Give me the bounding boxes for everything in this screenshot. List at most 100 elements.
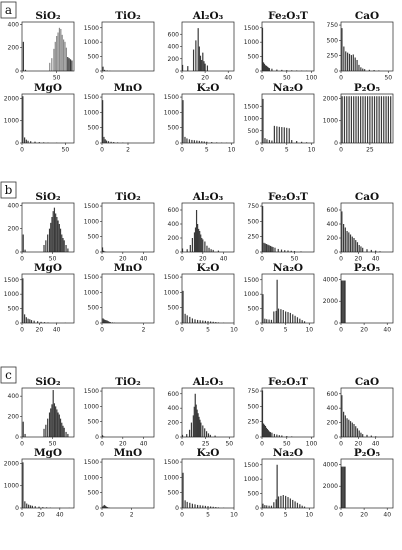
histogram-bar xyxy=(362,96,364,143)
histogram-bar xyxy=(211,142,213,143)
histogram-bar xyxy=(57,220,59,252)
y-tick-label: 0 xyxy=(95,140,99,147)
y-tick-label: 1500 xyxy=(244,25,259,32)
histogram-bar xyxy=(301,505,303,508)
histogram-bar xyxy=(24,314,26,323)
histogram-bar xyxy=(264,318,266,323)
plot-frame xyxy=(261,273,315,324)
histogram-bar xyxy=(182,100,184,144)
x-tick-label: 0 xyxy=(20,512,24,519)
panel-b-9: Na₂O 0 5 10 0 500 1000 1500 xyxy=(244,262,315,334)
x-tick-label: 50 xyxy=(53,75,61,82)
histogram-bar xyxy=(378,96,380,143)
histogram-bar xyxy=(197,504,199,508)
y-tick-label: 1000 xyxy=(84,218,99,225)
histogram-bar xyxy=(370,435,372,437)
x-tick-label: 0 xyxy=(180,75,184,82)
histogram-bar xyxy=(48,412,51,437)
histogram-bar xyxy=(195,40,197,72)
plot-frame xyxy=(101,202,155,253)
histogram-bar xyxy=(375,436,377,437)
histogram-bar xyxy=(45,240,47,252)
x-tick-label: 0 xyxy=(260,512,264,519)
histogram-bar xyxy=(57,412,59,437)
y-tick-label: 500 xyxy=(248,54,260,61)
group-label-box xyxy=(0,181,17,199)
histogram-bar xyxy=(371,96,373,143)
histogram-bar xyxy=(68,58,70,71)
panel-title: MgO xyxy=(34,82,62,94)
x-tick-label: 25 xyxy=(202,441,210,448)
histogram-bar xyxy=(299,504,301,508)
histogram-bar xyxy=(342,466,344,508)
histogram-bar xyxy=(369,96,371,143)
y-tick-label: 0 xyxy=(95,434,99,441)
y-tick-label: 500 xyxy=(248,128,260,135)
histogram-bar xyxy=(264,138,266,143)
histogram-bar xyxy=(50,408,52,437)
y-tick-label: 0 xyxy=(95,320,99,327)
histogram-bar xyxy=(52,390,54,437)
histogram-bar xyxy=(25,317,27,323)
y-tick-label: 750 xyxy=(248,388,260,395)
histogram-bar xyxy=(286,70,288,71)
x-tick-label: 40 xyxy=(53,327,61,334)
histogram-bar xyxy=(261,390,264,437)
histogram-bar xyxy=(199,55,202,71)
y-tick-label: 500 xyxy=(168,490,180,497)
x-tick-label: 0 xyxy=(100,327,104,334)
y-tick-label: 500 xyxy=(168,125,180,132)
histogram-bar xyxy=(63,39,65,71)
histogram-bar xyxy=(186,315,188,323)
histogram-bar xyxy=(33,320,35,323)
histogram-bar xyxy=(61,234,63,252)
histogram-bar xyxy=(181,64,184,72)
plot-frame xyxy=(21,202,75,253)
panel-b-2: TiO₂ 0 20 40 0 500 1000 1500 xyxy=(84,191,155,263)
y-tick-label: 1500 xyxy=(84,25,99,32)
y-tick-label: 250 xyxy=(248,419,260,426)
histogram-bar xyxy=(276,464,278,508)
histogram-bar xyxy=(343,46,345,71)
y-tick-label: 750 xyxy=(248,203,260,210)
x-tick-label: 10 xyxy=(305,327,313,334)
y-tick-label: 4000 xyxy=(323,276,338,283)
x-tick-label: 20 xyxy=(119,441,127,448)
histogram-bar xyxy=(262,98,264,143)
histogram-bar xyxy=(58,414,60,437)
x-tick-label: 10 xyxy=(228,147,236,154)
y-tick-label: 1000 xyxy=(4,483,19,490)
histogram-bar xyxy=(364,69,366,71)
panel-b-6: MgO 0 20 40 0 500 1000 1500 xyxy=(4,262,75,334)
y-tick-label: 1000 xyxy=(244,476,259,483)
histogram-bar xyxy=(287,250,289,252)
histogram-bar xyxy=(263,424,266,437)
x-tick-label: 40 xyxy=(383,512,391,519)
histogram-bar xyxy=(266,505,268,508)
histogram-bar xyxy=(347,52,349,72)
histogram-bar xyxy=(189,316,191,324)
histogram-bar xyxy=(360,96,362,143)
histogram-bar xyxy=(284,250,286,252)
histogram-bar xyxy=(276,279,278,323)
y-tick-label: 200 xyxy=(8,414,20,421)
histogram-bar xyxy=(204,241,206,252)
histogram-bar xyxy=(350,96,352,143)
histogram-bar xyxy=(303,506,306,508)
histogram-bar xyxy=(22,462,24,508)
y-tick-label: 1000 xyxy=(84,39,99,46)
histogram-bar xyxy=(286,436,288,437)
y-tick-label: 0 xyxy=(15,68,19,75)
histogram-bar xyxy=(340,280,343,323)
histogram-bar xyxy=(184,136,186,144)
histogram-bar xyxy=(34,506,36,508)
histogram-bar xyxy=(58,27,61,71)
plot-frame xyxy=(181,93,235,144)
y-tick-label: 400 xyxy=(168,44,180,51)
histogram-bar xyxy=(274,247,276,252)
histogram-bar xyxy=(29,319,31,323)
histogram-bar xyxy=(342,280,344,323)
histogram-bar xyxy=(301,141,303,143)
